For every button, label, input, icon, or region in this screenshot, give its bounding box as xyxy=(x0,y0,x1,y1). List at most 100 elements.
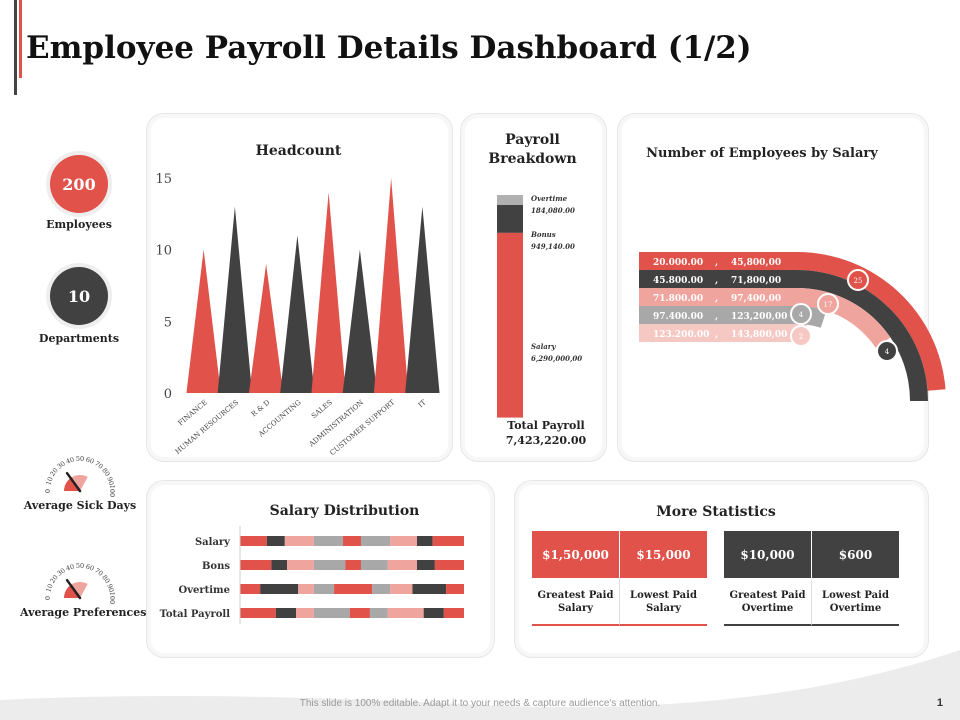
payroll-title-text: Payroll Breakdown xyxy=(488,132,577,167)
payroll-segment xyxy=(497,232,523,418)
lowest-paid-overtime-label: Lowest Paid Overtime xyxy=(812,580,899,626)
distribution-segment xyxy=(390,584,413,594)
salary-band-count-badge xyxy=(790,325,812,347)
gauge-tick-label: 60 xyxy=(85,455,95,465)
gauge-tick-label: 0 xyxy=(44,489,52,493)
salary-band-bar xyxy=(639,324,807,343)
salary-band-bar xyxy=(639,270,928,401)
salary-bands-chart: 20.000.00, 45,800,00 45.800.00, 71,800,00 71… xyxy=(639,252,946,401)
employees-kpi-circle: 200 xyxy=(50,155,108,213)
distribution-segment xyxy=(369,608,388,618)
x-tick-label: ADMINISTRATION xyxy=(307,398,365,449)
salary-band-from: 71.800.00 xyxy=(653,294,703,304)
distribution-segment xyxy=(349,608,370,618)
gauge-tick-label: 50 xyxy=(76,562,84,570)
y-tick-label: 15 xyxy=(155,172,172,187)
distribution-row-label: Salary xyxy=(195,537,231,548)
headcount-triangle xyxy=(405,206,440,393)
payroll-segment xyxy=(497,195,523,205)
distribution-segment xyxy=(343,536,361,546)
headcount-triangle xyxy=(342,249,378,393)
salary-bands-title: Number of Employees by Salary xyxy=(646,146,878,161)
employees-kpi-label: Employees xyxy=(46,218,112,231)
gauge-tick-label: 10 xyxy=(44,476,54,486)
headcount-triangle xyxy=(280,235,315,393)
salary-band-to: 97,400,00 xyxy=(731,294,781,304)
distribution-segment xyxy=(240,584,261,594)
gauge-sector xyxy=(71,475,88,491)
departments-kpi-value: 10 xyxy=(67,286,91,306)
distribution-segment xyxy=(240,536,267,546)
salary-band-count: 4 xyxy=(799,311,804,319)
distribution-segment xyxy=(387,560,417,570)
headcount-triangle xyxy=(217,206,253,393)
distribution-segment xyxy=(412,584,447,594)
page-title: Employee Payroll Details Dashboard (1/2) xyxy=(26,30,752,66)
distribution-segment xyxy=(240,608,276,618)
gauge-tick-label: 0 xyxy=(44,596,52,600)
payroll-segment-value: 949,140.00 xyxy=(531,242,575,251)
departments-kpi-label: Departments xyxy=(38,332,120,345)
headcount-triangle xyxy=(373,178,409,393)
gauge-tick-label: 90 xyxy=(105,583,115,593)
salary-band-from: 20.000.00 xyxy=(653,258,703,268)
salary-distribution-chart: Salary Bons Overtime Total Payroll xyxy=(160,526,464,624)
bottom-decoration xyxy=(0,650,960,720)
distribution-segment xyxy=(313,536,344,546)
headcount-triangle xyxy=(248,264,284,393)
x-tick-label: CUSTOMER SUPPORT xyxy=(329,398,397,457)
gauge-tick-label: 100 xyxy=(108,592,116,604)
greatest-paid-salary-label: Greatest Paid Salary xyxy=(532,580,620,626)
payroll-segment-value: 184,080.00 xyxy=(531,206,575,215)
distribution-segment xyxy=(266,536,285,546)
distribution-segment xyxy=(298,584,314,594)
gauge-tick-label: 90 xyxy=(105,476,115,486)
payroll-segment-name: Bonus xyxy=(530,230,556,239)
distribution-segment xyxy=(313,560,346,570)
salary-band-sep: , xyxy=(715,312,718,322)
x-tick-label: R & D xyxy=(250,398,272,418)
gauge-tick-label: 40 xyxy=(65,562,75,572)
distribution-row-label: Bons xyxy=(202,561,230,572)
distribution-segment xyxy=(360,560,388,570)
gauge-needle xyxy=(65,578,82,600)
distribution-segment xyxy=(334,584,373,594)
salary-band-sep: , xyxy=(715,258,718,268)
greatest-paid-overtime-value: $10,000 xyxy=(724,531,811,578)
salary-band-sep: , xyxy=(715,276,718,286)
gauge-tick-label: 80 xyxy=(100,466,111,477)
gauge-tick-label: 20 xyxy=(48,466,59,477)
payroll-card xyxy=(460,113,607,462)
gauge-tick-label: 30 xyxy=(55,459,66,470)
x-tick-label: IT xyxy=(417,398,428,409)
x-tick-label: FINANCE xyxy=(177,398,209,427)
gauge-needle xyxy=(65,471,82,493)
salary-band-count: 25 xyxy=(854,277,863,285)
accent-bar-red xyxy=(19,0,22,78)
distribution-segment xyxy=(390,536,417,546)
gauge-tick-label: 30 xyxy=(55,566,66,577)
gauge-tick-label: 70 xyxy=(93,459,104,470)
salary-band-to: 45,800,00 xyxy=(731,258,781,268)
salary-band-count-badge xyxy=(847,269,869,291)
distribution-segment xyxy=(271,560,288,570)
footer-note: This slide is 100% editable. Adapt it to… xyxy=(299,698,661,709)
distribution-segment xyxy=(260,584,299,594)
salary-band-count: 17 xyxy=(824,301,833,309)
distribution-segment xyxy=(443,608,464,618)
salary-band-from: 123.200.00 xyxy=(653,330,709,340)
distribution-segment xyxy=(387,608,424,618)
gauge-tick-label: 40 xyxy=(65,455,75,465)
payroll-segment-name: Salary xyxy=(531,342,556,351)
total-payroll-label: Total Payroll xyxy=(507,419,585,432)
y-tick-label: 10 xyxy=(155,244,172,259)
x-tick-label: SALES xyxy=(310,398,334,420)
page-number: 1 xyxy=(936,697,943,709)
payroll-segment xyxy=(497,205,523,233)
lowest-paid-salary-value: $15,000 xyxy=(620,531,707,578)
salary-band-sep: , xyxy=(715,294,718,304)
distribution-segment xyxy=(446,584,464,594)
